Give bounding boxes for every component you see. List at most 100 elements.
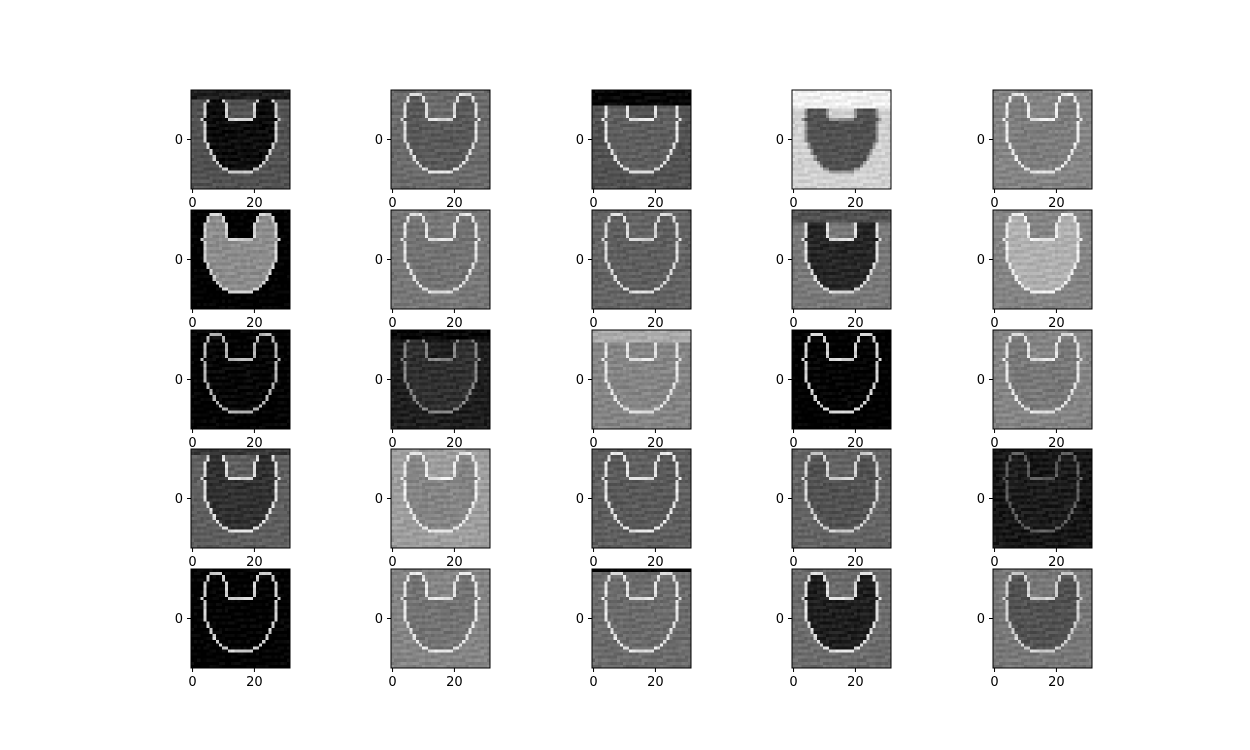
heatmap-cell xyxy=(234,170,237,173)
heatmap-cell xyxy=(197,167,200,170)
heatmap-cell xyxy=(234,177,237,180)
heatmap-cell xyxy=(234,124,237,127)
heatmap-cell xyxy=(278,112,281,115)
heatmap-cell xyxy=(484,93,487,96)
heatmap-cell xyxy=(259,136,262,139)
heatmap-cell xyxy=(247,170,250,173)
heatmap-cell xyxy=(284,127,287,130)
heatmap-cell xyxy=(265,183,268,186)
heatmap-cell xyxy=(210,152,213,155)
heatmap-cell xyxy=(406,118,409,121)
heatmap-cell xyxy=(259,112,262,115)
heatmap-cell xyxy=(228,136,231,139)
heatmap-cell xyxy=(262,96,265,99)
heatmap-cell xyxy=(228,140,231,143)
heatmap-cell xyxy=(478,105,481,108)
heatmap-cell xyxy=(247,143,250,146)
heatmap-cell xyxy=(419,124,422,127)
heatmap-cell xyxy=(434,96,437,99)
heatmap-cell xyxy=(281,164,284,167)
heatmap-cell xyxy=(265,109,268,112)
heatmap-cell xyxy=(219,109,222,112)
heatmap-cell xyxy=(237,174,240,177)
heatmap-cell xyxy=(444,115,447,118)
heatmap-cell xyxy=(231,158,234,161)
heatmap-cell xyxy=(268,143,271,146)
heatmap-cell xyxy=(194,167,197,170)
heatmap-cell xyxy=(216,167,219,170)
heatmap-cell xyxy=(271,158,274,161)
heatmap-cell xyxy=(475,96,478,99)
heatmap-cell xyxy=(262,127,265,130)
heatmap-cell xyxy=(228,109,231,112)
heatmap-cell xyxy=(265,149,268,152)
heatmap-cell xyxy=(271,149,274,152)
heatmap-cell xyxy=(278,180,281,183)
heatmap-cell xyxy=(210,158,213,161)
heatmap-cell xyxy=(434,118,437,121)
heatmap-cell xyxy=(268,102,271,105)
heatmap-cell xyxy=(219,105,222,108)
heatmap-cell xyxy=(278,136,281,139)
heatmap-cell xyxy=(231,127,234,130)
heatmap-cell xyxy=(237,167,240,170)
heatmap-cell xyxy=(194,149,197,152)
heatmap-cell xyxy=(271,164,274,167)
heatmap-cell xyxy=(437,124,440,127)
heatmap-cell xyxy=(484,112,487,115)
heatmap-cell xyxy=(268,109,271,112)
heatmap-cell xyxy=(278,133,281,136)
heatmap-cell xyxy=(241,143,244,146)
heatmap-cell xyxy=(419,96,422,99)
heatmap-cell xyxy=(478,93,481,96)
heatmap-cell xyxy=(219,183,222,186)
heatmap-cell xyxy=(265,143,268,146)
heatmap-cell xyxy=(222,155,225,158)
heatmap-cell xyxy=(265,180,268,183)
heatmap-cell xyxy=(403,121,406,124)
heatmap-cell xyxy=(234,167,237,170)
heatmap-cell xyxy=(428,99,431,102)
heatmap-cell xyxy=(400,130,403,133)
heatmap-cell xyxy=(278,170,281,173)
heatmap-cell xyxy=(194,130,197,133)
heatmap-cell xyxy=(241,133,244,136)
heatmap-cell xyxy=(281,146,284,149)
heatmap-cell xyxy=(256,121,259,124)
heatmap-cell xyxy=(271,174,274,177)
heatmap-cell xyxy=(241,93,244,96)
heatmap-cell xyxy=(268,133,271,136)
heatmap-cell xyxy=(213,164,216,167)
heatmap-cell xyxy=(468,127,471,130)
heatmap-cell xyxy=(431,96,434,99)
heatmap-cell xyxy=(200,133,203,136)
heatmap-cell xyxy=(281,170,284,173)
heatmap-cell xyxy=(271,133,274,136)
heatmap-cell xyxy=(222,140,225,143)
heatmap-cell xyxy=(456,109,459,112)
heatmap-cell xyxy=(222,127,225,130)
heatmap-cell xyxy=(434,115,437,118)
heatmap-cell xyxy=(484,105,487,108)
heatmap-cell xyxy=(219,143,222,146)
heatmap-cell xyxy=(197,174,200,177)
heatmap-cell xyxy=(462,112,465,115)
heatmap-cell xyxy=(237,99,240,102)
heatmap-cell xyxy=(394,115,397,118)
heatmap-cell xyxy=(200,118,203,121)
heatmap-cell xyxy=(422,115,425,118)
heatmap-cell xyxy=(437,102,440,105)
heatmap-cell xyxy=(197,112,200,115)
heatmap-cell xyxy=(453,121,456,124)
heatmap-cell xyxy=(231,174,234,177)
heatmap-cell xyxy=(268,140,271,143)
heatmap-cell xyxy=(206,105,209,108)
heatmap-cell xyxy=(284,155,287,158)
heatmap-cell xyxy=(281,183,284,186)
heatmap-cell xyxy=(241,130,244,133)
heatmap-cell xyxy=(456,127,459,130)
heatmap-cell xyxy=(247,158,250,161)
heatmap-cell xyxy=(250,167,253,170)
heatmap-cell xyxy=(278,152,281,155)
heatmap-cell xyxy=(450,105,453,108)
